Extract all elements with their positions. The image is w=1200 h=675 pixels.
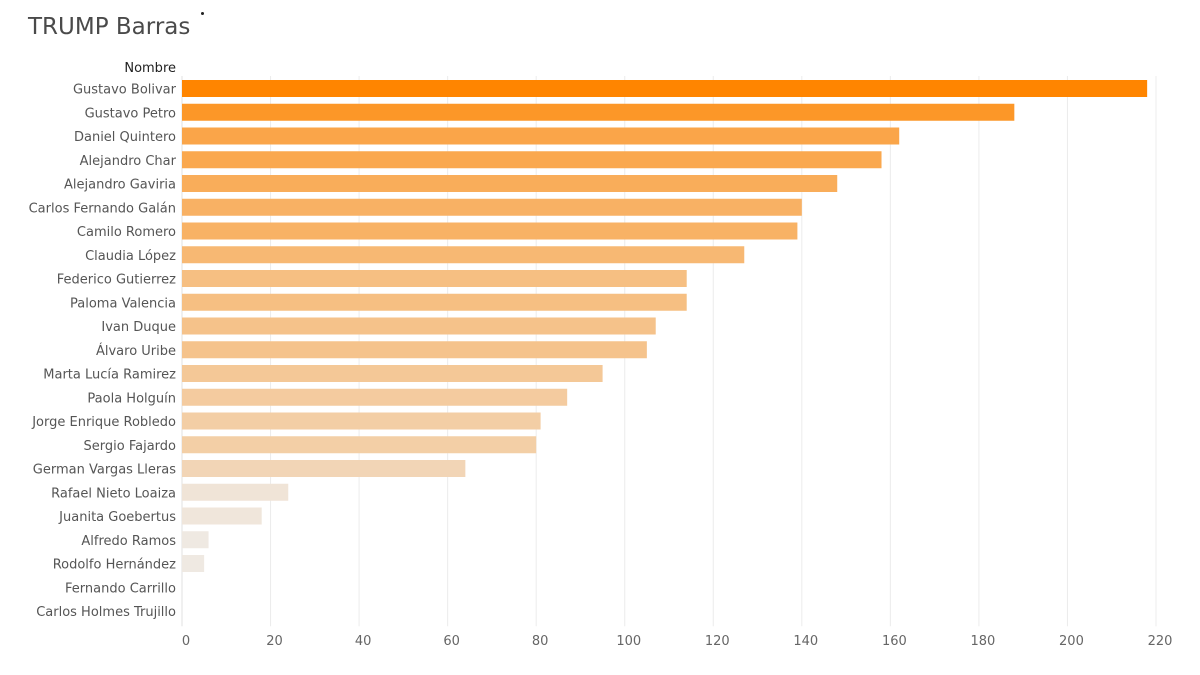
bar[interactable] bbox=[182, 103, 1015, 121]
category-labels: Gustavo Bolivar Gustavo Petro Daniel Quint… bbox=[29, 83, 177, 621]
category-label: Rafael Nieto Loaiza bbox=[51, 486, 176, 501]
bar[interactable] bbox=[182, 293, 687, 311]
category-label: Sergio Fajardo bbox=[84, 439, 177, 454]
bar[interactable] bbox=[182, 317, 656, 335]
x-tick-label: 80 bbox=[532, 634, 549, 649]
category-label: Paola Holguín bbox=[87, 391, 176, 406]
x-tick-label: 100 bbox=[616, 634, 641, 649]
bar[interactable] bbox=[182, 80, 1148, 97]
category-label: Gustavo Bolivar bbox=[73, 83, 177, 98]
category-label: Federico Gutierrez bbox=[57, 273, 176, 288]
x-tick-label: 140 bbox=[793, 634, 818, 649]
bar[interactable] bbox=[182, 270, 687, 287]
bar[interactable] bbox=[182, 555, 205, 572]
category-label: Daniel Quintero bbox=[74, 130, 176, 145]
decorative-dot bbox=[201, 12, 204, 15]
bar[interactable] bbox=[182, 365, 603, 382]
x-tick-label: 20 bbox=[266, 634, 283, 649]
bar[interactable] bbox=[182, 127, 900, 145]
category-label: Claudia López bbox=[85, 249, 176, 264]
x-tick-label: 0 bbox=[182, 634, 190, 649]
bar[interactable] bbox=[182, 198, 802, 216]
bars bbox=[182, 80, 1148, 572]
x-tick-label: 200 bbox=[1059, 634, 1084, 649]
bar[interactable] bbox=[182, 151, 882, 169]
category-label: Juanita Goebertus bbox=[58, 510, 176, 525]
bar[interactable] bbox=[182, 436, 537, 454]
x-tick-label: 160 bbox=[882, 634, 907, 649]
x-tick-label: 120 bbox=[705, 634, 730, 649]
category-label: Gustavo Petro bbox=[85, 106, 176, 121]
category-label: Ivan Duque bbox=[101, 320, 176, 335]
category-label: Paloma Valencia bbox=[70, 296, 176, 311]
bar[interactable] bbox=[182, 175, 838, 192]
bar[interactable] bbox=[182, 412, 541, 430]
bar[interactable] bbox=[182, 460, 466, 477]
bar[interactable] bbox=[182, 531, 209, 549]
category-label: Alejandro Char bbox=[80, 154, 177, 169]
x-tick-label: 180 bbox=[970, 634, 995, 649]
category-label: Marta Lucía Ramirez bbox=[43, 368, 176, 383]
category-label: Carlos Fernando Galán bbox=[29, 201, 176, 216]
category-label: Rodolfo Hernández bbox=[53, 558, 176, 573]
category-label: Camilo Romero bbox=[77, 225, 176, 240]
x-tick-label: 220 bbox=[1148, 634, 1173, 649]
category-label: Álvaro Uribe bbox=[96, 343, 176, 359]
bar[interactable] bbox=[182, 246, 745, 264]
bar[interactable] bbox=[182, 222, 798, 240]
category-label: Alfredo Ramos bbox=[81, 534, 176, 549]
chart-title: TRUMP Barras bbox=[28, 14, 191, 40]
category-label: Jorge Enrique Robledo bbox=[31, 415, 176, 430]
bar[interactable] bbox=[182, 388, 568, 406]
category-label: German Vargas Lleras bbox=[33, 463, 176, 478]
bar[interactable] bbox=[182, 341, 647, 359]
category-label: Carlos Holmes Trujillo bbox=[36, 605, 176, 620]
category-label: Fernando Carrillo bbox=[65, 581, 176, 596]
bar[interactable] bbox=[182, 507, 262, 525]
x-tick-label: 40 bbox=[355, 634, 372, 649]
category-label: Alejandro Gaviria bbox=[64, 178, 176, 193]
x-tick-label: 60 bbox=[443, 634, 460, 649]
y-axis-header: Nombre bbox=[124, 61, 176, 76]
x-axis-ticks: 0 20 40 60 80 100 120 140 160 180 200 220 bbox=[182, 634, 1173, 649]
bar[interactable] bbox=[182, 483, 289, 501]
